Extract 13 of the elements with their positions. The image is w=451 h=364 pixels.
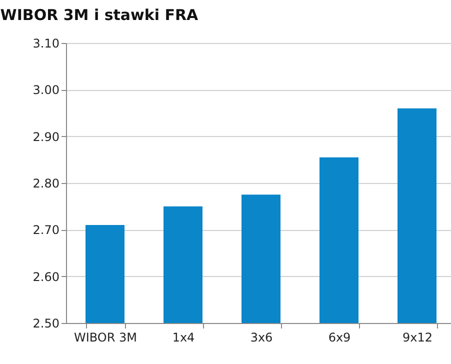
y-tick-label: 3.00 xyxy=(32,83,60,98)
x-tick-label: 3x6 xyxy=(250,330,273,344)
y-tick-label: 3.10 xyxy=(32,36,60,50)
y-tick-label: 2.80 xyxy=(32,176,60,190)
chart-title: WIBOR 3M i stawki FRA xyxy=(0,6,199,24)
y-tick-label: 2.50 xyxy=(32,316,60,330)
x-tick-label: 9x12 xyxy=(402,330,433,344)
x-tick-label: 6x9 xyxy=(328,330,351,344)
y-tick-label: 2.60 xyxy=(32,270,60,284)
y-tick-label: 2.90 xyxy=(32,130,60,144)
y-tick-label: 2.70 xyxy=(32,223,60,238)
x-tick-label: WIBOR 3M xyxy=(74,330,138,344)
x-tick-label: 1x4 xyxy=(172,330,195,344)
